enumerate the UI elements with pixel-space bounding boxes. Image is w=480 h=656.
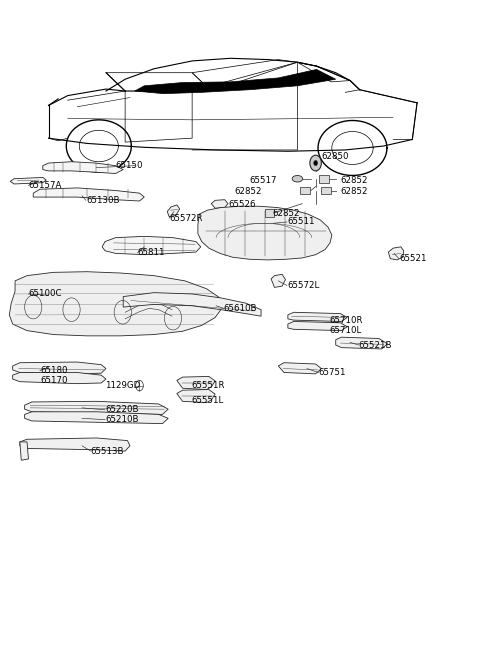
Polygon shape [388, 247, 404, 260]
Text: 65521: 65521 [399, 254, 426, 263]
Polygon shape [102, 236, 201, 255]
Text: 62850: 62850 [322, 152, 349, 161]
Text: 1129GD: 1129GD [105, 381, 140, 390]
Polygon shape [336, 337, 387, 349]
Bar [322, 186, 331, 194]
Text: 62852: 62852 [234, 188, 262, 196]
Polygon shape [12, 362, 106, 374]
Polygon shape [288, 321, 347, 331]
Polygon shape [12, 373, 106, 384]
Text: 65572L: 65572L [287, 281, 319, 290]
Text: 65130B: 65130B [86, 196, 120, 205]
Polygon shape [10, 177, 46, 184]
Polygon shape [43, 162, 123, 173]
Bar [300, 186, 310, 194]
Polygon shape [123, 293, 261, 316]
Text: 65710R: 65710R [329, 316, 362, 325]
Text: 65210B: 65210B [105, 415, 139, 424]
Text: 62852: 62852 [273, 209, 300, 218]
Text: 65157A: 65157A [28, 181, 62, 190]
Polygon shape [20, 438, 130, 451]
Polygon shape [271, 274, 286, 287]
Polygon shape [9, 272, 222, 336]
Text: 65100C: 65100C [28, 289, 62, 298]
Text: 65751: 65751 [319, 368, 346, 377]
Text: 65150: 65150 [116, 161, 143, 170]
Text: 65811: 65811 [138, 248, 165, 257]
Text: 65513B: 65513B [91, 447, 124, 455]
Polygon shape [198, 206, 332, 260]
Polygon shape [288, 312, 347, 321]
Polygon shape [167, 205, 180, 216]
Ellipse shape [292, 175, 303, 182]
Text: 62852: 62852 [340, 188, 368, 196]
Text: 65521B: 65521B [359, 340, 392, 350]
Text: 65170: 65170 [40, 376, 68, 385]
Polygon shape [177, 390, 215, 403]
Text: 65610B: 65610B [224, 304, 257, 313]
Polygon shape [20, 442, 28, 461]
Polygon shape [177, 377, 215, 390]
Text: 65572R: 65572R [169, 213, 203, 222]
Bar [320, 174, 329, 182]
Circle shape [314, 161, 318, 166]
Polygon shape [24, 412, 168, 424]
Text: 62852: 62852 [340, 176, 368, 184]
Text: 65517: 65517 [250, 176, 277, 184]
Text: 65551L: 65551L [191, 396, 223, 405]
Polygon shape [211, 199, 228, 208]
Polygon shape [24, 401, 168, 415]
Polygon shape [278, 363, 322, 374]
Polygon shape [135, 70, 336, 94]
Text: 65220B: 65220B [105, 405, 139, 415]
Text: 65526: 65526 [228, 201, 256, 209]
Bar [265, 209, 275, 216]
Text: 65180: 65180 [40, 366, 68, 375]
Text: 65710L: 65710L [329, 326, 361, 335]
Text: 65511: 65511 [287, 217, 314, 226]
Circle shape [310, 155, 322, 171]
Text: 65551R: 65551R [191, 381, 225, 390]
Polygon shape [33, 188, 144, 201]
